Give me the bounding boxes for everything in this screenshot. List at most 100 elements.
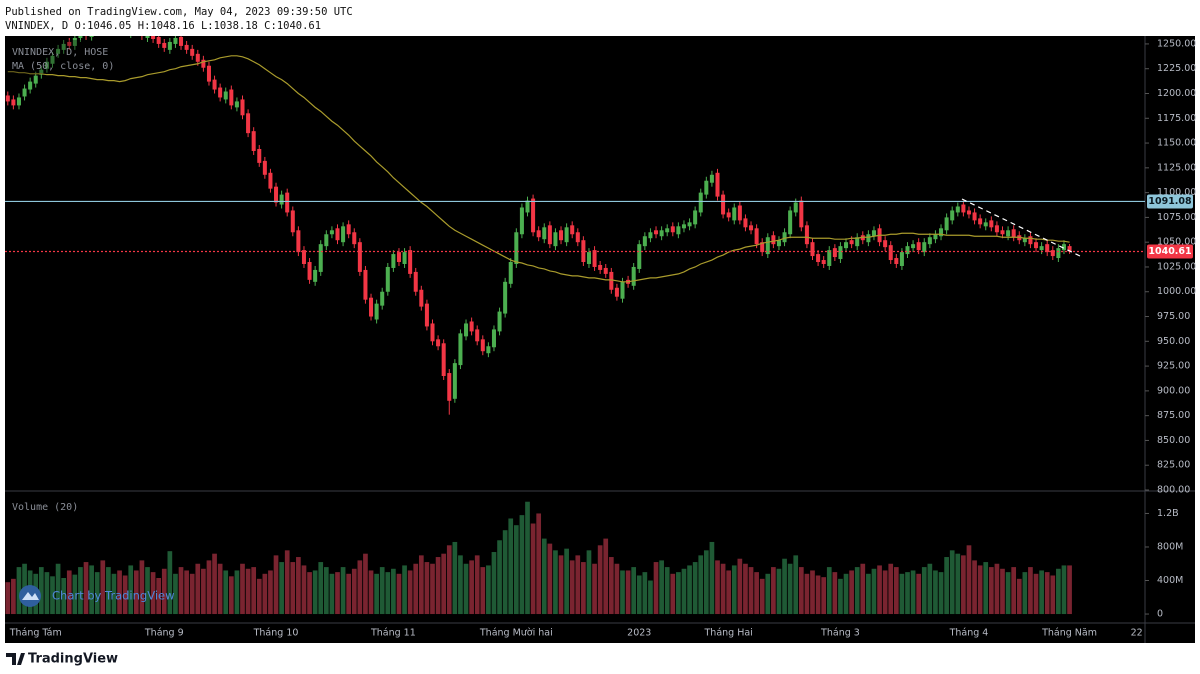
- price-line-label-bg: [1147, 194, 1193, 209]
- volume-bar: [597, 545, 603, 615]
- x-tick-label: Tháng Mười hai: [479, 628, 553, 639]
- y-tick-label: 1225.00: [1157, 63, 1196, 74]
- volume-bar: [866, 573, 871, 615]
- candle-body: [313, 269, 318, 282]
- candle-body: [341, 226, 346, 243]
- volume-bar: [122, 575, 128, 615]
- volume-bar: [228, 576, 234, 615]
- volume-bar: [486, 565, 491, 615]
- volume-bar: [407, 570, 413, 615]
- volume-bar: [692, 562, 698, 615]
- volume-bar: [558, 555, 564, 615]
- volume-bar: [1011, 567, 1017, 615]
- volume-bar: [469, 560, 474, 615]
- candle-body: [788, 210, 793, 235]
- volume-bar: [441, 553, 447, 615]
- x-tick-label: 2023: [627, 628, 651, 639]
- candle-body: [179, 36, 184, 46]
- footer-brand: TradingView: [28, 652, 118, 667]
- candle-body: [989, 220, 994, 228]
- volume-bar: [480, 567, 486, 615]
- candle-body: [458, 333, 463, 366]
- volume-bar: [335, 572, 340, 615]
- volume-bar: [1056, 568, 1061, 615]
- volume-bar: [888, 563, 894, 615]
- y2-tick-label: 1.2B: [1157, 508, 1179, 519]
- volume-bar: [765, 573, 771, 615]
- volume-bar: [474, 555, 480, 615]
- candle-body: [33, 75, 38, 84]
- volume-bar: [1039, 570, 1044, 615]
- candle-body: [1045, 244, 1050, 253]
- volume-bar: [150, 572, 156, 615]
- candle-body: [240, 99, 245, 116]
- candle-body: [363, 269, 368, 300]
- volume-bar: [759, 578, 765, 615]
- candle-body: [776, 240, 781, 247]
- volume-bar: [351, 568, 357, 615]
- volume-bar: [66, 570, 72, 615]
- candle-body: [994, 225, 999, 233]
- x-tick-label: Tháng 11: [370, 628, 416, 639]
- candle-body: [676, 226, 681, 235]
- volume-bar: [385, 572, 391, 615]
- candle-body: [89, 36, 94, 37]
- candle-body: [1061, 244, 1066, 251]
- volume-bar: [217, 563, 223, 615]
- candle-body: [408, 250, 413, 274]
- y-tick-label: 1175.00: [1157, 113, 1196, 124]
- volume-bar: [189, 573, 195, 615]
- volume-bar: [715, 560, 720, 615]
- volume-bar: [636, 575, 642, 615]
- volume-bar: [569, 560, 575, 615]
- candle-body: [927, 237, 932, 245]
- volume-bar: [631, 567, 637, 615]
- volume-bar: [1061, 565, 1067, 615]
- candle-body: [346, 224, 351, 235]
- candle-body: [793, 202, 798, 213]
- candle-body: [1022, 238, 1027, 243]
- price-line-label: 1040.61: [1148, 246, 1191, 257]
- volume-bar: [391, 568, 396, 615]
- volume-bar: [374, 573, 379, 615]
- candle-body: [419, 289, 424, 307]
- volume-pane: [5, 501, 1072, 615]
- candle-body: [452, 363, 457, 399]
- volume-bar: [698, 555, 704, 615]
- volume-bar: [642, 572, 648, 615]
- volume-bar: [195, 563, 201, 615]
- volume-bar: [938, 572, 944, 615]
- volume-bar: [988, 567, 994, 615]
- candle-body: [827, 250, 832, 266]
- y2-tick-label: 400M: [1157, 575, 1183, 586]
- candle-body: [1000, 230, 1005, 235]
- candle-body: [899, 252, 904, 266]
- volume-bar: [145, 567, 150, 615]
- candle-body: [447, 373, 452, 401]
- volume-bar: [307, 572, 312, 615]
- ohlc-line: VNINDEX, D O:1046.05 H:1048.16 L:1038.18…: [5, 20, 321, 32]
- volume-bar: [854, 567, 860, 615]
- volume-bar: [927, 563, 933, 615]
- axes: 800.00 825.00 850.00 875.00 900.00 925.00 950.…: [9, 38, 1197, 638]
- volume-bar: [513, 525, 519, 615]
- volume-bar: [664, 567, 670, 615]
- y2-tick-label: 800M: [1157, 541, 1183, 552]
- volume-bar: [972, 560, 977, 615]
- candle-body: [162, 42, 167, 48]
- volume-bar: [949, 550, 955, 615]
- volume-bar: [279, 562, 284, 615]
- candle-body: [564, 227, 569, 243]
- watermark: Chart by TradingView: [52, 589, 175, 603]
- volume-bar: [681, 568, 687, 615]
- y2-tick-label: 0: [1157, 609, 1163, 620]
- y-tick-label: 950.00: [1157, 336, 1190, 347]
- volume-bar: [178, 567, 184, 615]
- volume-bar: [446, 545, 452, 615]
- candle-body: [693, 210, 698, 225]
- candle-body: [715, 172, 720, 197]
- candle-body: [503, 281, 508, 314]
- volume-bar: [61, 577, 67, 615]
- volume-bar: [625, 570, 631, 615]
- volume-bar: [83, 562, 89, 615]
